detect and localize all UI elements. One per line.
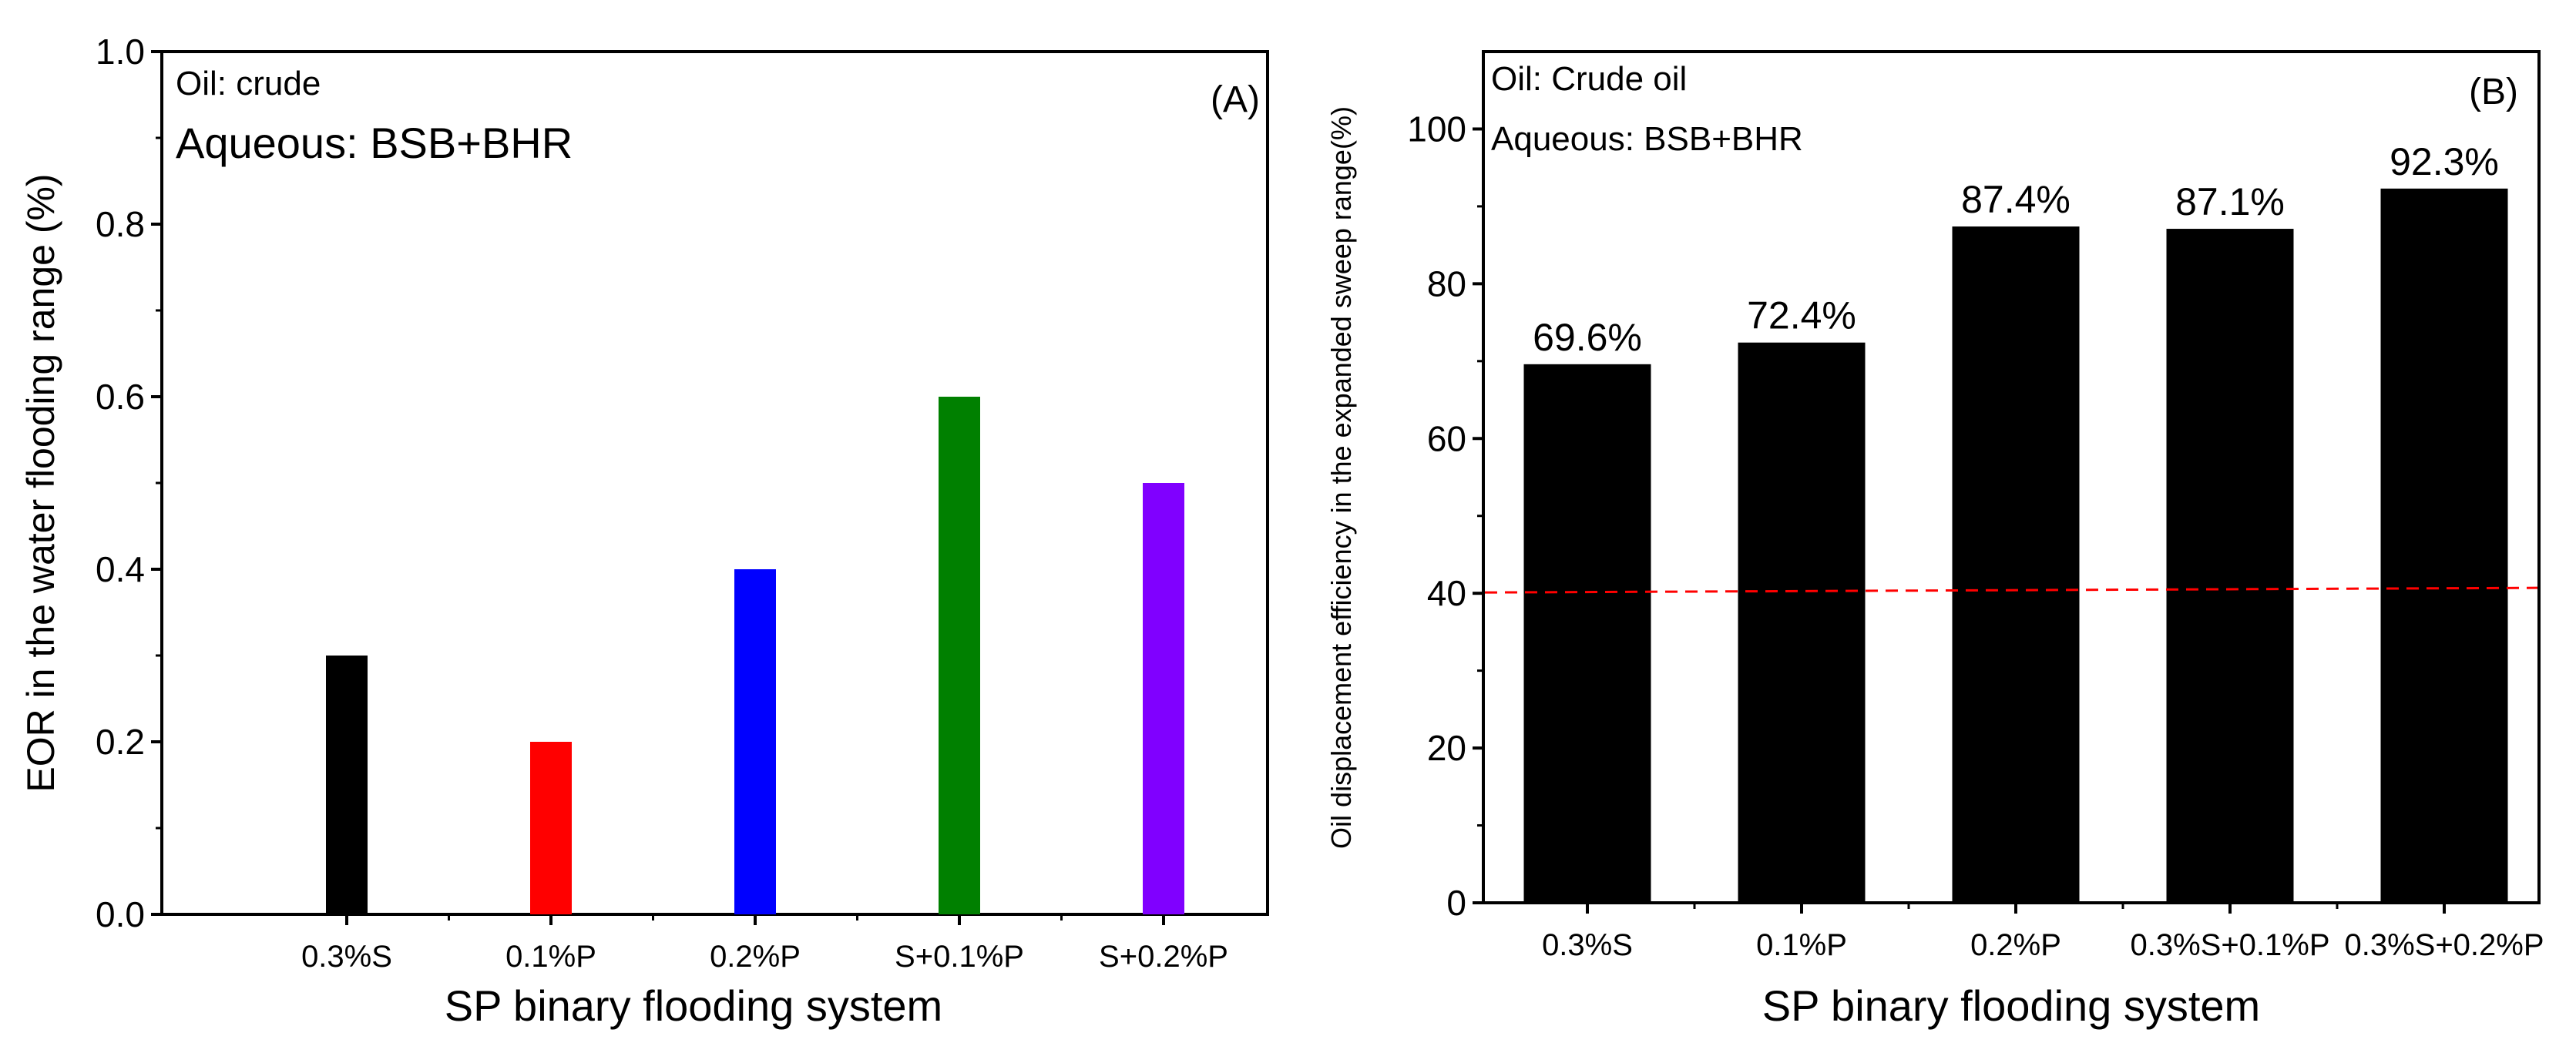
x-tick-label: 0.1%P [505, 940, 596, 974]
y-tick-label: 80 [1427, 263, 1466, 303]
y-tick-label: 0 [1446, 883, 1466, 923]
y-axis-label-a: EOR in the water flooding range (%) [19, 173, 62, 792]
data-label: 92.3% [2390, 140, 2499, 183]
bars-b [1523, 188, 2508, 904]
panel-label-a: (A) [1211, 79, 1260, 120]
data-label: 72.4% [1747, 294, 1856, 337]
panel-a: 0.0 0.2 0.4 0.6 0.8 1.0 0.3%S 0.1%P 0.2%P S+0.1%… [19, 32, 1269, 1030]
y-tick-label: 100 [1407, 109, 1466, 149]
bar-0.3%S+0.1%P [2166, 229, 2294, 904]
bar-0.1%P [530, 742, 572, 914]
x-tick-label: 0.1%P [1756, 928, 1847, 962]
bar-0.1%P [1738, 342, 1866, 903]
annotation-aqueous-b: Aqueous: BSB+BHR [1491, 120, 1803, 158]
bar-S+0.2%P [1143, 483, 1184, 914]
x-tick-label: 0.2%P [1970, 928, 2061, 962]
x-axis-ticks-b: 0.3%S 0.1%P 0.2%P 0.3%S+0.1%P 0.3%S+0.2%P [1542, 903, 2544, 962]
x-tick-label: S+0.1%P [895, 940, 1024, 974]
y-tick-label: 0.2 [96, 722, 145, 762]
x-tick-label: 0.3%S+0.2%P [2344, 928, 2544, 962]
bar-0.2%P [734, 569, 776, 914]
data-labels-b: 69.6% 72.4% 87.4% 87.1% 92.3% [1533, 140, 2499, 359]
data-label: 87.1% [2175, 180, 2285, 223]
y-tick-label: 60 [1427, 418, 1466, 458]
data-label: 87.4% [1961, 178, 2071, 221]
annotation-oil-a: Oil: crude [176, 65, 321, 102]
x-tick-label: 0.3%S [301, 940, 392, 974]
bar-0.2%P [1952, 226, 2080, 903]
x-axis-ticks-a: 0.3%S 0.1%P 0.2%P S+0.1%P S+0.2%P [301, 914, 1228, 974]
y-axis-label-b: Oil displacement efficiency in the expan… [1325, 106, 1357, 849]
bars-a [326, 397, 1184, 914]
bar-0.3%S [1523, 364, 1651, 903]
bar-0.3%S+0.2%P [2380, 188, 2508, 903]
reference-line-b [1484, 586, 2538, 594]
reference-line [1484, 586, 2538, 594]
y-tick-label: 40 [1427, 573, 1466, 613]
panel-label-b: (B) [2469, 72, 2518, 112]
y-tick-label: 1.0 [96, 32, 145, 72]
y-tick-label: 0.0 [96, 894, 145, 934]
y-tick-label: 0.8 [96, 204, 145, 244]
x-tick-label: 0.3%S+0.1%P [2130, 928, 2329, 962]
data-label: 69.6% [1533, 316, 1642, 359]
y-axis-ticks-a: 0.0 0.2 0.4 0.6 0.8 1.0 [96, 32, 162, 934]
bar-0.3%S [326, 656, 368, 914]
x-axis-label-b: SP binary flooding system [1762, 981, 2260, 1030]
x-axis-label-a: SP binary flooding system [445, 981, 942, 1030]
x-tick-label: S+0.2%P [1099, 940, 1228, 974]
annotation-oil-b: Oil: Crude oil [1491, 60, 1687, 98]
bar-S+0.1%P [939, 397, 980, 914]
y-tick-label: 0.6 [96, 377, 145, 417]
annotation-aqueous-a: Aqueous: BSB+BHR [176, 119, 573, 167]
panel-b: 0 20 40 60 80 100 69.6% 72.4% 87.4% 87.1% 92.3% 0… [1325, 50, 2544, 1030]
x-tick-label: 0.2%P [710, 940, 801, 974]
y-axis-ticks-b: 0 20 40 60 80 100 [1407, 109, 1483, 923]
y-tick-label: 0.4 [96, 549, 145, 589]
x-tick-label: 0.3%S [1542, 928, 1633, 962]
y-tick-label: 20 [1427, 728, 1466, 768]
